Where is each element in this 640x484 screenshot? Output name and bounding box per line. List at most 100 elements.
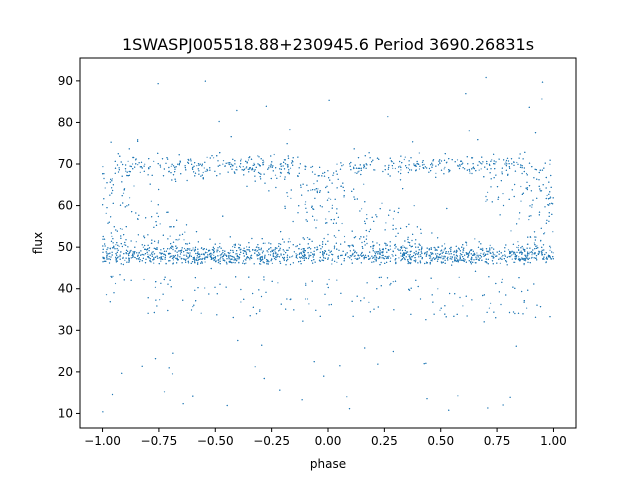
data-point bbox=[511, 254, 513, 256]
data-point bbox=[149, 254, 151, 256]
data-point bbox=[444, 243, 446, 245]
data-point bbox=[171, 255, 173, 257]
data-point bbox=[172, 259, 174, 261]
data-point bbox=[402, 245, 404, 247]
data-point bbox=[189, 248, 191, 250]
data-point bbox=[435, 176, 437, 178]
data-point bbox=[118, 245, 120, 247]
data-point bbox=[407, 254, 409, 256]
data-point bbox=[533, 242, 536, 244]
data-point bbox=[247, 168, 249, 170]
data-point bbox=[381, 257, 383, 259]
data-point bbox=[143, 278, 145, 281]
data-point bbox=[392, 224, 394, 226]
data-point bbox=[211, 253, 213, 255]
data-point bbox=[169, 235, 171, 237]
data-point bbox=[236, 254, 238, 257]
data-point bbox=[132, 163, 134, 165]
data-point bbox=[119, 256, 121, 258]
data-point bbox=[444, 166, 446, 168]
data-point bbox=[480, 252, 482, 254]
data-point bbox=[549, 163, 551, 165]
data-point bbox=[118, 256, 120, 258]
data-point bbox=[227, 162, 229, 164]
data-point bbox=[439, 253, 441, 255]
data-point bbox=[222, 258, 224, 260]
data-point bbox=[305, 201, 307, 203]
data-point bbox=[296, 254, 298, 256]
data-point bbox=[160, 260, 162, 262]
data-point bbox=[368, 301, 370, 303]
data-point bbox=[298, 205, 300, 207]
data-point bbox=[264, 242, 266, 244]
data-point bbox=[303, 253, 306, 255]
data-point bbox=[304, 298, 307, 300]
data-point bbox=[517, 247, 519, 249]
data-point bbox=[421, 246, 423, 248]
data-point bbox=[142, 246, 144, 248]
data-point bbox=[245, 167, 247, 169]
data-point bbox=[219, 251, 221, 253]
data-point bbox=[524, 254, 526, 256]
data-point bbox=[531, 254, 533, 256]
data-point bbox=[186, 257, 188, 259]
data-point bbox=[192, 249, 194, 251]
data-point bbox=[293, 309, 295, 311]
data-point bbox=[510, 230, 512, 232]
data-point bbox=[534, 236, 536, 238]
data-point bbox=[391, 254, 393, 256]
data-point bbox=[349, 255, 351, 257]
data-point bbox=[305, 282, 307, 284]
data-point bbox=[337, 257, 339, 259]
data-point bbox=[377, 258, 379, 260]
data-point bbox=[410, 257, 412, 259]
data-point bbox=[222, 163, 224, 165]
data-point bbox=[168, 248, 171, 250]
data-point bbox=[328, 278, 330, 281]
data-point bbox=[398, 257, 400, 259]
data-point bbox=[170, 252, 172, 255]
data-point bbox=[127, 160, 129, 162]
data-point bbox=[516, 161, 518, 164]
data-point bbox=[444, 305, 446, 307]
data-point bbox=[216, 251, 218, 253]
data-point bbox=[378, 158, 380, 160]
data-point bbox=[366, 164, 368, 166]
data-point bbox=[456, 159, 459, 161]
data-point bbox=[363, 183, 365, 185]
data-point bbox=[308, 303, 310, 305]
data-point bbox=[460, 160, 462, 162]
data-point bbox=[122, 192, 125, 194]
data-point bbox=[440, 307, 442, 309]
data-point bbox=[501, 256, 503, 258]
data-point bbox=[468, 253, 470, 255]
data-point bbox=[105, 212, 107, 214]
data-point bbox=[403, 252, 405, 254]
data-point bbox=[108, 258, 110, 260]
data-point bbox=[517, 241, 519, 243]
data-point bbox=[125, 170, 127, 172]
data-point bbox=[133, 185, 135, 187]
data-point bbox=[296, 257, 298, 259]
data-point bbox=[446, 252, 448, 255]
data-point bbox=[478, 169, 480, 171]
data-point bbox=[303, 257, 305, 259]
data-point bbox=[139, 171, 141, 173]
data-point bbox=[366, 214, 368, 216]
data-point bbox=[189, 249, 191, 251]
data-point bbox=[106, 207, 108, 209]
data-point bbox=[420, 254, 422, 256]
data-point bbox=[255, 250, 257, 252]
data-point bbox=[178, 238, 180, 240]
data-point bbox=[360, 173, 362, 176]
data-point bbox=[490, 168, 492, 170]
data-point bbox=[552, 231, 554, 233]
data-point bbox=[271, 262, 273, 264]
data-point bbox=[434, 247, 436, 249]
data-point bbox=[304, 203, 306, 205]
data-point bbox=[489, 244, 491, 246]
data-point bbox=[231, 168, 233, 170]
data-point bbox=[132, 256, 134, 258]
data-point bbox=[267, 251, 269, 253]
